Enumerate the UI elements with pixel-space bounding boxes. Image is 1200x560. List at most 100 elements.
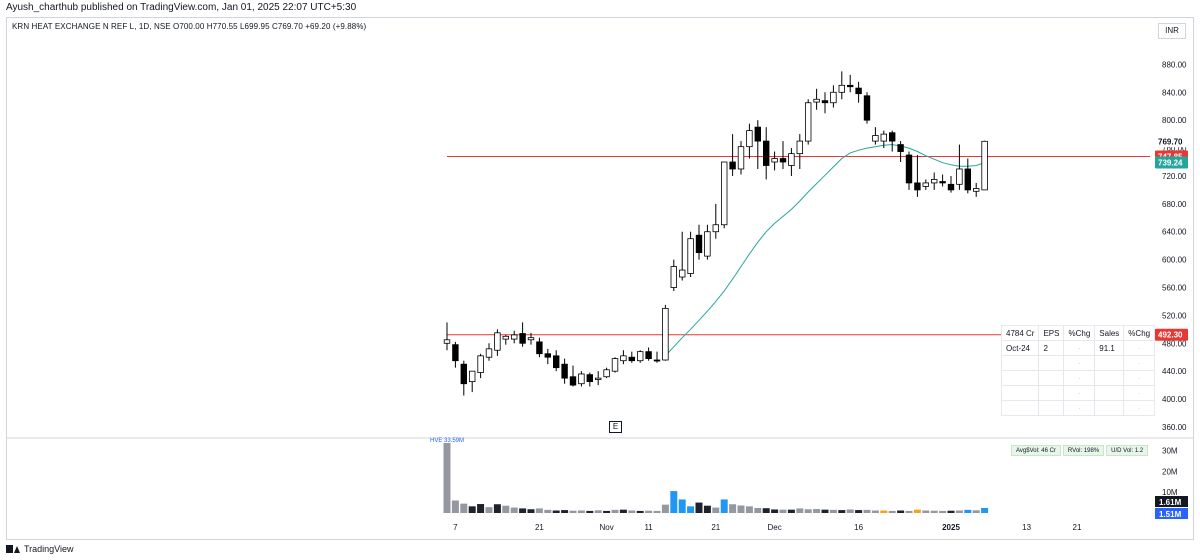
candle-body	[973, 188, 980, 192]
volume-bar	[922, 510, 930, 513]
price-tick-label: 440.00	[1162, 367, 1187, 376]
volume-badge-label: 1.51M	[1159, 510, 1182, 519]
candle-body	[544, 353, 551, 358]
candle-body	[485, 348, 493, 358]
footer: TradingView	[6, 542, 74, 556]
price-tick-label: 640.00	[1162, 228, 1187, 237]
candle-body	[754, 126, 761, 142]
candle-body	[670, 266, 677, 288]
volume-bar	[527, 509, 535, 513]
ema-price-badge-bg	[1155, 156, 1188, 169]
price-tick-label: 400.00	[1162, 395, 1187, 404]
candle-body	[603, 369, 610, 378]
candle-body	[704, 231, 711, 257]
price-tick-label: 480.00	[1162, 339, 1187, 348]
candle-body	[897, 144, 904, 152]
candle-body	[553, 355, 560, 369]
volume-bar	[569, 510, 577, 513]
volume-bar	[796, 508, 804, 513]
sales-cell	[1094, 400, 1125, 416]
volume-bar	[695, 502, 703, 513]
eps-chg-cell: ·	[1063, 400, 1096, 416]
volume-bar	[981, 507, 989, 513]
fundamentals-table: 4784 Cr EPS %Chg Sales %Chg Oct-24 2 · 9…	[1000, 325, 1156, 416]
volume-bar	[888, 510, 896, 513]
volume-bar	[871, 510, 879, 513]
candle-body	[721, 161, 728, 226]
volume-bar	[880, 510, 888, 513]
price-tick-label: 600.00	[1162, 256, 1187, 265]
volume-bar	[544, 509, 552, 513]
volume-bar	[947, 510, 955, 513]
sales-chg-cell: ·	[1123, 400, 1156, 416]
candle-body	[981, 140, 988, 191]
candle-body	[788, 153, 795, 166]
volume-bar	[502, 505, 510, 513]
fundamentals-row: · ·	[1000, 385, 1156, 401]
time-tick-label: 21	[1073, 523, 1082, 532]
candle-body	[712, 224, 719, 233]
eps-header: EPS	[1038, 325, 1065, 341]
candle-body	[872, 135, 879, 142]
sales-cell	[1094, 355, 1125, 371]
candle-body	[939, 181, 946, 184]
volume-bar	[645, 510, 653, 513]
line-price-badge-bg	[1155, 328, 1188, 341]
candle-body	[527, 337, 535, 341]
candle-body	[746, 130, 753, 148]
candle-body	[889, 132, 896, 142]
volume-bar	[703, 505, 711, 513]
time-tick-label: 21	[535, 523, 544, 532]
eps-cell	[1038, 385, 1065, 401]
candle-body	[510, 334, 518, 340]
volume-bar	[779, 509, 787, 513]
candle-body	[964, 168, 971, 191]
volume-bar	[670, 491, 678, 513]
volume-bar	[468, 506, 476, 513]
candle-body	[737, 146, 745, 170]
candle-body	[830, 91, 837, 104]
candle-body	[662, 308, 669, 361]
candle-body	[956, 168, 963, 185]
earnings-marker[interactable]: E	[609, 421, 622, 433]
candle-body	[687, 238, 694, 274]
volume-bar	[964, 509, 972, 513]
volume-bar	[855, 510, 863, 513]
currency-button[interactable]: INR	[1158, 23, 1186, 39]
volume-bar	[451, 500, 459, 513]
brand-name: TradingView	[24, 544, 74, 554]
candle-body	[637, 351, 644, 362]
candle-body	[922, 182, 929, 187]
volume-bar	[552, 510, 560, 513]
candle-body	[536, 341, 543, 355]
candle-body	[460, 363, 467, 385]
candle-body	[796, 140, 803, 155]
time-tick-label: 13	[1022, 523, 1031, 532]
volume-bar	[586, 510, 594, 513]
volume-bar	[821, 509, 829, 513]
eps-cell	[1038, 355, 1065, 371]
volume-bar	[745, 506, 753, 513]
volume-bar	[653, 510, 661, 513]
eps-chg-cell: ·	[1063, 370, 1096, 386]
candle-body	[502, 335, 509, 340]
volume-bar	[443, 442, 451, 513]
sales-chg-cell: ·	[1123, 385, 1156, 401]
ema-line	[665, 144, 985, 357]
eps-chg-cell: ·	[1063, 385, 1096, 401]
candle-body	[494, 332, 501, 351]
quarter-cell	[1000, 355, 1040, 371]
time-tick-label: Dec	[767, 523, 781, 532]
volume-bar	[577, 510, 585, 513]
volume-bar	[930, 510, 938, 513]
volume-stats: Avg$Vol: 46 Cr RVol: 198% U/D Vol: 1.2	[1011, 445, 1149, 456]
eps-chg-header: %Chg	[1063, 325, 1096, 341]
volume-bar	[661, 504, 669, 513]
candle-body	[914, 182, 921, 191]
publish-info: Ayush_charthub published on TradingView.…	[6, 2, 357, 13]
symbol-legend[interactable]: KRN HEAT EXCHANGE N REF L, 1D, NSE O700.…	[12, 22, 367, 31]
candle-body	[519, 333, 526, 344]
volume-bar	[762, 508, 770, 513]
volume-bar	[535, 508, 543, 513]
